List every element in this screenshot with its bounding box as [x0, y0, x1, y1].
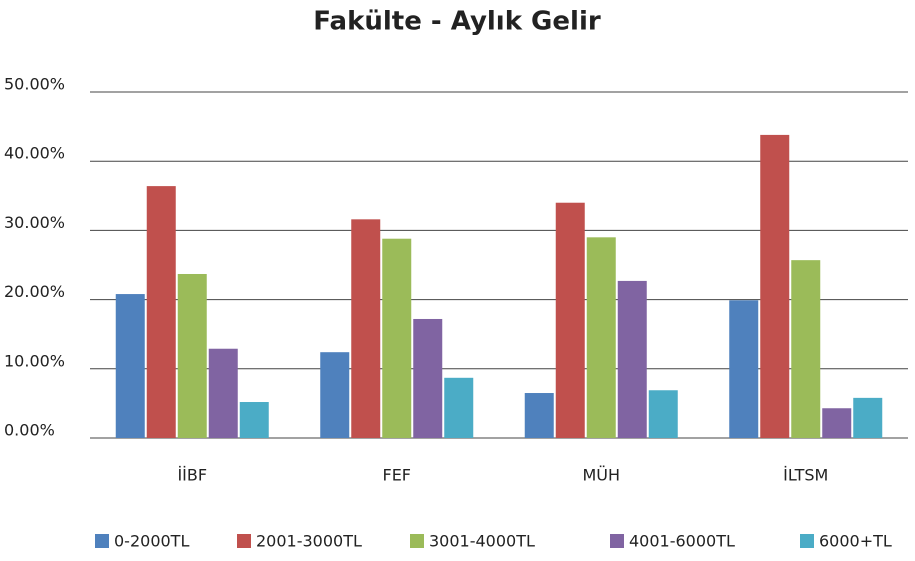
legend-swatch	[95, 534, 109, 548]
bar	[524, 393, 554, 438]
bar	[617, 280, 647, 438]
legend-label: 4001-6000TL	[629, 532, 735, 551]
legend-label: 6000+TL	[819, 532, 892, 551]
bar	[351, 219, 381, 438]
bar	[648, 390, 678, 438]
bar	[444, 377, 474, 438]
x-tick-label: İLTSM	[783, 466, 828, 485]
bar	[239, 402, 269, 438]
bar	[760, 134, 790, 439]
legend-label: 3001-4000TL	[429, 532, 535, 551]
bar	[115, 294, 145, 438]
bar	[729, 300, 759, 438]
y-tick-label: 0.00%	[4, 421, 55, 440]
chart-title: Fakülte - Aylık Gelir	[313, 7, 601, 37]
x-tick-label: FEF	[382, 466, 411, 485]
bar	[208, 348, 238, 438]
bar	[853, 397, 883, 438]
y-tick-label: 40.00%	[4, 144, 65, 163]
x-tick-label: MÜH	[582, 466, 620, 485]
legend-label: 0-2000TL	[114, 532, 189, 551]
y-tick-label: 50.00%	[4, 75, 65, 94]
legend-swatch	[237, 534, 251, 548]
bar	[822, 408, 852, 438]
legend-swatch	[610, 534, 624, 548]
legend-swatch	[800, 534, 814, 548]
y-tick-label: 10.00%	[4, 351, 65, 370]
bar	[586, 237, 616, 438]
bar	[382, 238, 412, 438]
bar	[320, 352, 350, 438]
bar	[791, 260, 821, 438]
legend-label: 2001-3000TL	[256, 532, 362, 551]
x-tick-label: İİBF	[177, 466, 207, 485]
bar	[413, 318, 443, 438]
bar	[146, 186, 176, 438]
bar	[177, 273, 207, 438]
y-tick-label: 20.00%	[4, 282, 65, 301]
y-tick-label: 30.00%	[4, 213, 65, 232]
bar	[555, 202, 585, 438]
legend-swatch	[410, 534, 424, 548]
